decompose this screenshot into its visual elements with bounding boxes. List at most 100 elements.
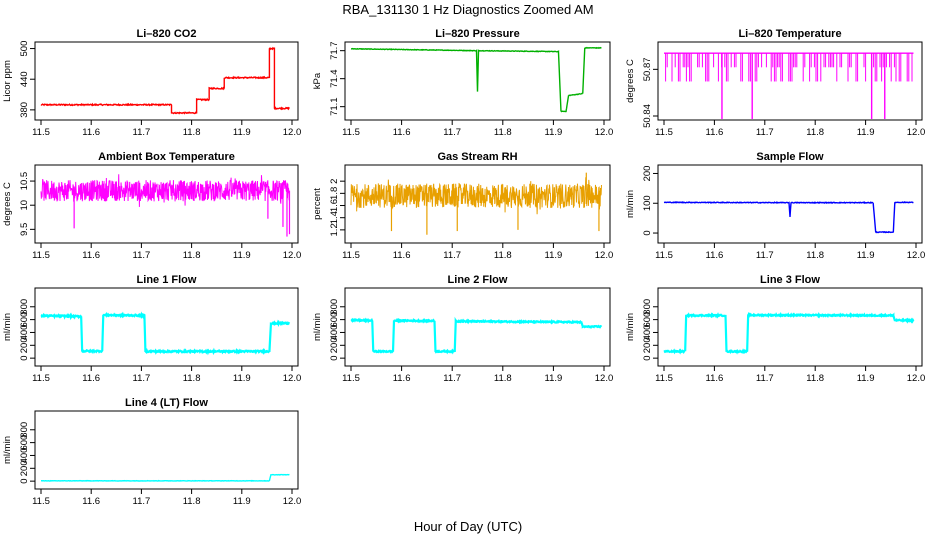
series-line: [663, 201, 914, 234]
x-tick-label: 11.6: [393, 250, 411, 261]
y-axis: 0 100 200: [642, 166, 658, 236]
x-tick-label: 11.8: [183, 127, 201, 138]
panel-line2: Line 2 Flow ml/min 11.5 11.6 11.7 11.8 11.9 12.…: [312, 274, 613, 384]
panel-title: Line 4 (LT) Flow: [125, 397, 208, 409]
y-tick-label: 200: [329, 337, 340, 353]
panel-title: Li–820 CO2: [137, 28, 197, 40]
x-tick-label: 12.0: [595, 250, 614, 261]
y-axis: 1.21.41.61.8 2: [329, 179, 345, 236]
panel-title: Li–820 Pressure: [435, 28, 519, 40]
y-tick-label: 0: [642, 355, 653, 360]
y-tick-label: 0: [19, 355, 30, 360]
y-tick-label: 400: [19, 448, 30, 464]
y-tick-label: 1.8: [329, 187, 340, 200]
y-tick-label: 600: [642, 312, 653, 328]
y-tick-label: 9.5: [19, 223, 30, 236]
x-axis: 11.5 11.6 11.7 11.8 11.9 12.0: [655, 243, 925, 261]
series-line: [41, 473, 290, 482]
series: [663, 201, 914, 234]
y-tick-label: 50.87: [642, 57, 653, 81]
series: [40, 174, 291, 237]
y-tick-label: 600: [329, 312, 340, 328]
y-axis: 9.5 10 10.5: [19, 172, 35, 236]
y-tick-label: 0: [19, 478, 30, 483]
x-tick-label: 11.7: [756, 250, 774, 261]
panel-pressure: Li–820 Pressure kPa 11.5 11.6 11.7 11.8 11.9 12…: [312, 28, 613, 138]
x-tick-label: 11.8: [494, 250, 512, 261]
x-tick-label: 11.9: [545, 127, 563, 138]
x-tick-label: 11.8: [806, 250, 824, 261]
y-tick-label: 200: [642, 337, 653, 353]
y-tick-label: 500: [19, 41, 30, 57]
y-tick-label: 800: [19, 299, 30, 315]
series: [41, 473, 290, 482]
panel-title: Line 1 Flow: [137, 274, 197, 286]
panel-title: Line 2 Flow: [448, 274, 508, 286]
x-tick-label: 11.8: [183, 496, 201, 507]
x-tick-label: 12.0: [283, 127, 302, 138]
series: [350, 172, 602, 235]
x-tick-label: 11.6: [82, 250, 100, 261]
x-tick-label: 11.5: [655, 373, 673, 384]
y-tick-label: 10.5: [19, 172, 30, 191]
x-tick-label: 11.5: [655, 250, 673, 261]
series: [664, 52, 914, 119]
panel-title: Li–820 Temperature: [738, 28, 841, 40]
plot-frame: [34, 41, 299, 121]
x-tick-label: 11.5: [32, 127, 50, 138]
x-tick-label: 12.0: [907, 373, 926, 384]
plot-frame: [657, 287, 923, 367]
x-tick-label: 11.7: [133, 250, 151, 261]
x-tick-label: 11.5: [342, 373, 360, 384]
x-tick-label: 11.6: [706, 127, 724, 138]
plot-frame: [344, 41, 611, 121]
y-axis: 71.1 71.4 71.7: [329, 41, 345, 116]
figure-title: RBA_131130 1 Hz Diagnostics Zoomed AM: [342, 2, 593, 17]
x-tick-label: 11.8: [494, 373, 512, 384]
x-tick-label: 12.0: [283, 496, 302, 507]
x-tick-label: 11.6: [706, 250, 724, 261]
series-line: [350, 46, 602, 113]
x-tick-label: 11.8: [494, 127, 512, 138]
x-tick-label: 12.0: [595, 373, 614, 384]
y-axis-label: ml/min: [625, 190, 636, 218]
series: [350, 316, 603, 355]
x-axis: 11.5 11.6 11.7 11.8 11.9 12.0: [655, 366, 925, 384]
x-tick-label: 11.6: [82, 127, 100, 138]
x-tick-label: 12.0: [283, 373, 302, 384]
x-tick-label: 11.9: [233, 250, 251, 261]
y-axis-label: ml/min: [312, 313, 323, 341]
x-axis: 11.5 11.6 11.7 11.8 11.9 12.0: [32, 120, 301, 138]
x-tick-label: 11.7: [133, 373, 151, 384]
x-axis: 11.5 11.6 11.7 11.8 11.9 12.0: [655, 120, 925, 138]
y-tick-label: 800: [642, 299, 653, 315]
x-tick-label: 11.9: [857, 127, 875, 138]
x-tick-label: 11.5: [655, 127, 673, 138]
plot-frame: [34, 410, 299, 490]
y-tick-label: 400: [19, 325, 30, 341]
panel-line1: Line 1 Flow ml/min 11.5 11.6 11.7 11.8 11.9 12.…: [2, 274, 301, 384]
y-tick-label: 71.4: [329, 69, 340, 88]
y-tick-label: 400: [642, 325, 653, 341]
panel-title: Sample Flow: [756, 151, 824, 163]
x-axis: 11.5 11.6 11.7 11.8 11.9 12.0: [32, 366, 301, 384]
x-axis: 11.5 11.6 11.7 11.8 11.9 12.0: [342, 243, 613, 261]
x-tick-label: 11.7: [443, 250, 461, 261]
series: [40, 46, 290, 115]
x-tick-label: 11.9: [857, 373, 875, 384]
series: [40, 311, 291, 356]
plot-frame: [657, 164, 923, 244]
series-line: [40, 46, 290, 115]
y-axis: 380 440 500: [19, 41, 35, 118]
y-tick-label: 50.84: [642, 104, 653, 128]
x-tick-label: 11.6: [393, 127, 411, 138]
figure-xlabel: Hour of Day (UTC): [414, 519, 522, 534]
y-tick-label: 380: [19, 102, 30, 118]
x-tick-label: 12.0: [283, 250, 302, 261]
series-line: [663, 311, 915, 355]
